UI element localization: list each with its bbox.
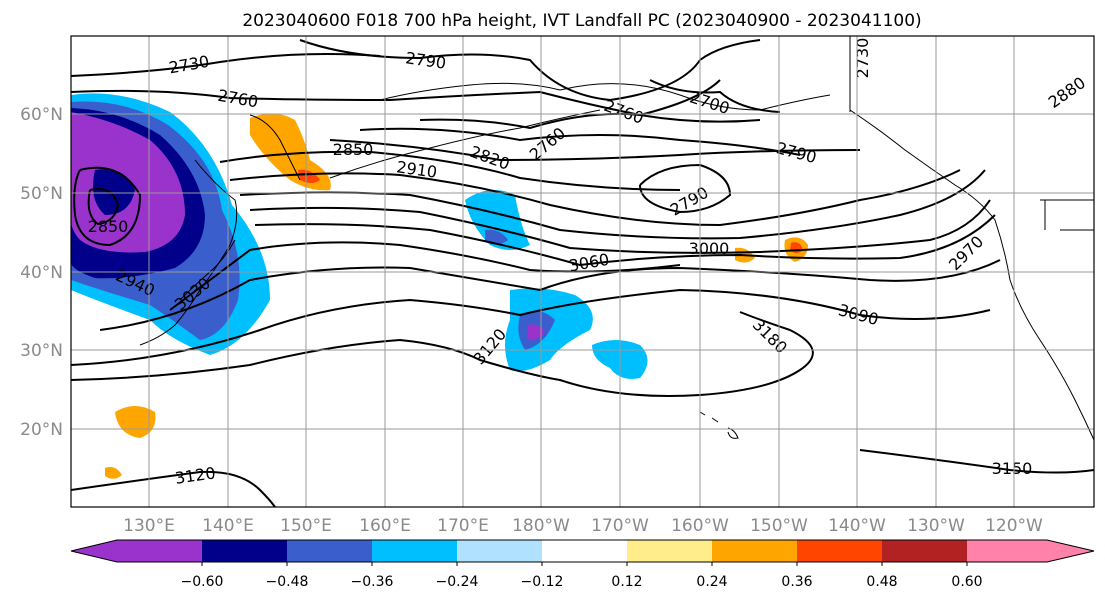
- contour-3060: [99, 259, 1001, 331]
- colorbar-segment: [457, 540, 543, 562]
- lon-label: 160°W: [671, 516, 729, 536]
- contour-label: 2850: [333, 140, 374, 159]
- kamchatka-coastline: [249, 114, 301, 181]
- contour-label: 2730: [853, 38, 872, 79]
- colorbar-segment: [967, 540, 1047, 562]
- aleutian-chain: [329, 109, 601, 179]
- colorbar-tick-label: −0.24: [436, 574, 479, 590]
- contour-2790-east: [639, 163, 732, 214]
- lon-label: 130°E: [123, 516, 175, 536]
- colorbar-segment: [627, 540, 713, 562]
- colorbar-tick-label: 0.12: [611, 574, 642, 590]
- north-america-coastline: [849, 109, 1094, 441]
- colorbar-tick-label: −0.36: [351, 574, 394, 590]
- contour-2910: [229, 169, 961, 227]
- colorbar-segment: [797, 540, 883, 562]
- lon-label: 150°E: [280, 516, 332, 536]
- colorbar-segment: [287, 540, 373, 562]
- colorbar-segment: [372, 540, 458, 562]
- map-frame: [70, 35, 1095, 508]
- contour-2730-north: [71, 53, 381, 77]
- contour-low-circle-inner: [87, 188, 120, 226]
- ivt-shading: [71, 93, 808, 479]
- colorbar-tick-label: 0.36: [781, 574, 812, 590]
- colorbar: −0.60 −0.48 −0.36 −0.24 −0.12 0.12 0.24 …: [70, 539, 1095, 590]
- colorbar-tick-label: −0.12: [521, 574, 564, 590]
- lon-label: 180°W: [512, 516, 570, 536]
- negative-anomaly-west-pocket: [92, 169, 135, 215]
- colorbar-arrow-right: [1046, 540, 1094, 562]
- contour-3150: [859, 449, 1094, 474]
- lon-label: 170°E: [437, 516, 489, 536]
- colorbar-segment: [712, 540, 798, 562]
- colorbar-segment: [202, 540, 288, 562]
- border-lines: [849, 36, 1094, 231]
- contour-label: 3000: [689, 239, 730, 258]
- japan-coastline: [179, 239, 236, 301]
- contour-3090: [71, 288, 991, 366]
- positive-anomaly-small: [105, 466, 122, 479]
- lon-label: 120°W: [985, 516, 1043, 536]
- negative-anomaly-central-north-mid: [485, 229, 508, 245]
- colorbar-tick-label: −0.48: [266, 574, 309, 590]
- graticule: [71, 36, 1094, 507]
- colorbar-tick-label: −0.60: [181, 574, 224, 590]
- colorbar-segment: [117, 540, 203, 562]
- hawaii-islands: [699, 411, 739, 439]
- contour-2700: [649, 79, 781, 113]
- colorbar-tick-marks: [201, 562, 968, 566]
- contour-2850: [219, 150, 681, 191]
- lon-label: 160°E: [359, 516, 411, 536]
- lon-label: 170°W: [591, 516, 649, 536]
- contour-3120-south: [71, 470, 276, 507]
- contour-low-circle-outer: [73, 166, 142, 247]
- lat-label: 40°N: [20, 263, 63, 283]
- contour-2790-mid: [359, 127, 801, 156]
- contour-label: 3150: [992, 459, 1033, 478]
- lat-label: 50°N: [20, 184, 63, 204]
- contour-3000: [254, 214, 996, 267]
- contour-2970: [249, 199, 991, 254]
- negative-anomaly-central-north: [465, 190, 530, 250]
- lon-label: 140°W: [828, 516, 886, 536]
- colorbar-tick-label: 0.48: [866, 574, 897, 590]
- colorbar-tick-label: 0.60: [951, 574, 982, 590]
- contour-2820: [329, 139, 861, 162]
- positive-anomaly-north: [250, 113, 331, 191]
- positive-anomaly-subtropics: [115, 406, 156, 438]
- colorbar-outline: [70, 539, 1095, 563]
- colorbar-tick-label: 0.24: [696, 574, 727, 590]
- map-title: 2023040600 F018 700 hPa height, IVT Land…: [242, 11, 921, 31]
- colorbar-arrow-left: [71, 540, 118, 562]
- contour-label: 2850: [88, 217, 129, 236]
- colorbar-segment: [882, 540, 968, 562]
- lat-label: 60°N: [20, 105, 63, 125]
- lat-label: 20°N: [20, 420, 63, 440]
- latitude-labels: 60°N 50°N 40°N 30°N 20°N: [20, 105, 63, 440]
- lon-label: 140°E: [202, 516, 254, 536]
- lon-label: 130°W: [907, 516, 965, 536]
- contour-3120: [71, 311, 814, 397]
- positive-anomaly-north-core: [298, 169, 320, 183]
- lat-label: 30°N: [20, 341, 63, 361]
- asia-coastline: [139, 159, 238, 346]
- longitude-labels: 130°E 140°E 150°E 160°E 170°E 180°W 170°…: [123, 516, 1043, 536]
- lon-label: 150°W: [750, 516, 808, 536]
- colorbar-segment: [542, 540, 628, 562]
